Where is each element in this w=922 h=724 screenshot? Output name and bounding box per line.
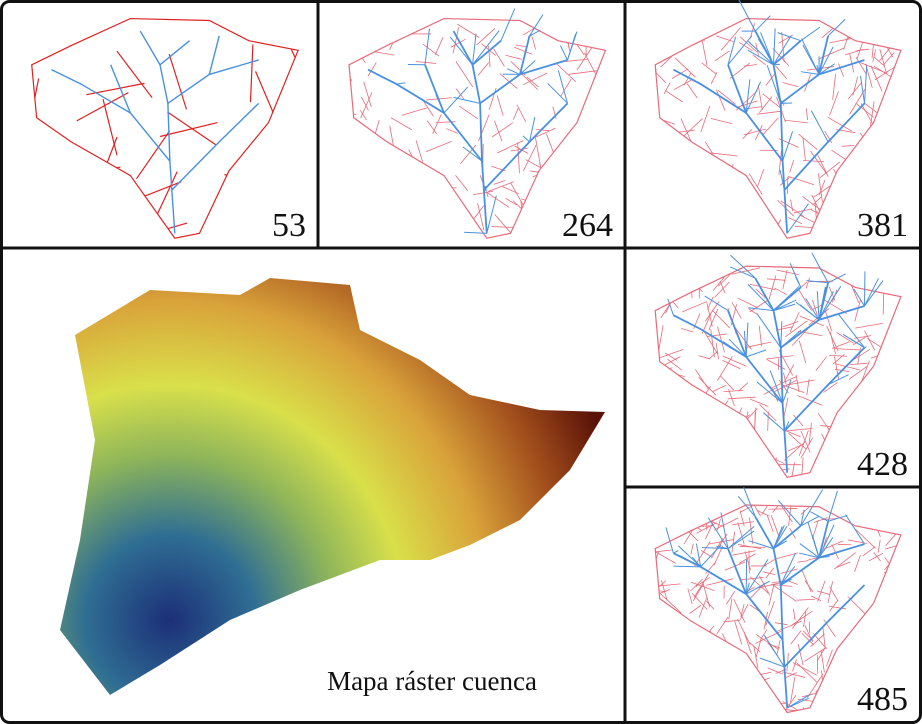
subbasin-edge bbox=[817, 655, 818, 674]
subbasin-count: 53 bbox=[272, 207, 306, 244]
figure: Mapa ráster cuenca 53 264 381 428 485 bbox=[0, 0, 922, 724]
stream bbox=[673, 566, 700, 567]
subbasin-count: 485 bbox=[857, 681, 908, 718]
subbasin-count: 264 bbox=[562, 207, 613, 244]
raster-caption: Mapa ráster cuenca bbox=[327, 666, 537, 696]
subbasin-edge bbox=[883, 292, 884, 315]
subbasin-count: 381 bbox=[857, 207, 908, 244]
subbasin-count: 428 bbox=[857, 446, 908, 483]
